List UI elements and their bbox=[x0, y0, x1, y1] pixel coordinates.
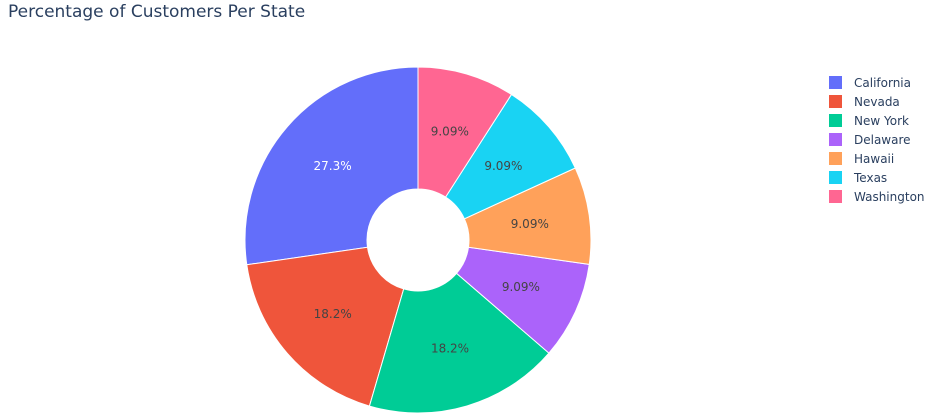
slice-delaware[interactable] bbox=[455, 246, 590, 354]
legend-item-delaware[interactable]: Delaware bbox=[829, 130, 925, 149]
slice-texas[interactable] bbox=[444, 93, 576, 220]
legend-swatch-new-york bbox=[829, 114, 842, 127]
legend-label-hawaii: Hawaii bbox=[854, 151, 895, 166]
legend-item-california[interactable]: California bbox=[829, 73, 925, 92]
legend-label-new-york: New York bbox=[854, 113, 909, 128]
legend-item-nevada[interactable]: Nevada bbox=[829, 92, 925, 111]
slice-nevada[interactable] bbox=[246, 246, 405, 407]
legend-swatch-california bbox=[829, 76, 842, 89]
slice-hawaii[interactable] bbox=[463, 167, 592, 265]
slice-label-nevada: 18.2% bbox=[314, 307, 352, 321]
slice-california[interactable] bbox=[244, 66, 419, 266]
slice-label-texas: 9.09% bbox=[484, 159, 522, 173]
legend-label-nevada: Nevada bbox=[854, 94, 900, 109]
slice-washington[interactable] bbox=[417, 66, 513, 198]
slice-label-delaware: 9.09% bbox=[502, 280, 540, 294]
legend-label-delaware: Delaware bbox=[854, 132, 911, 147]
legend-label-washington: Washington bbox=[854, 189, 925, 204]
legend-item-new-york[interactable]: New York bbox=[829, 111, 925, 130]
legend-label-texas: Texas bbox=[854, 170, 888, 185]
slice-label-california: 27.3% bbox=[314, 159, 352, 173]
slice-label-washington: 9.09% bbox=[431, 125, 469, 139]
slice-label-hawaii: 9.09% bbox=[511, 217, 549, 231]
legend-swatch-texas bbox=[829, 171, 842, 184]
legend-swatch-delaware bbox=[829, 133, 842, 146]
chart-title: Percentage of Customers Per State bbox=[8, 2, 306, 22]
slice-new-york[interactable] bbox=[368, 272, 550, 414]
legend-item-washington[interactable]: Washington bbox=[829, 187, 925, 206]
legend: California Nevada New York Delaware Hawaii Te… bbox=[829, 73, 925, 206]
legend-swatch-washington bbox=[829, 190, 842, 203]
legend-item-hawaii[interactable]: Hawaii bbox=[829, 149, 925, 168]
legend-swatch-hawaii bbox=[829, 152, 842, 165]
legend-swatch-nevada bbox=[829, 95, 842, 108]
legend-item-texas[interactable]: Texas bbox=[829, 168, 925, 187]
slice-label-new-york: 18.2% bbox=[431, 341, 469, 355]
legend-label-california: California bbox=[854, 75, 911, 90]
